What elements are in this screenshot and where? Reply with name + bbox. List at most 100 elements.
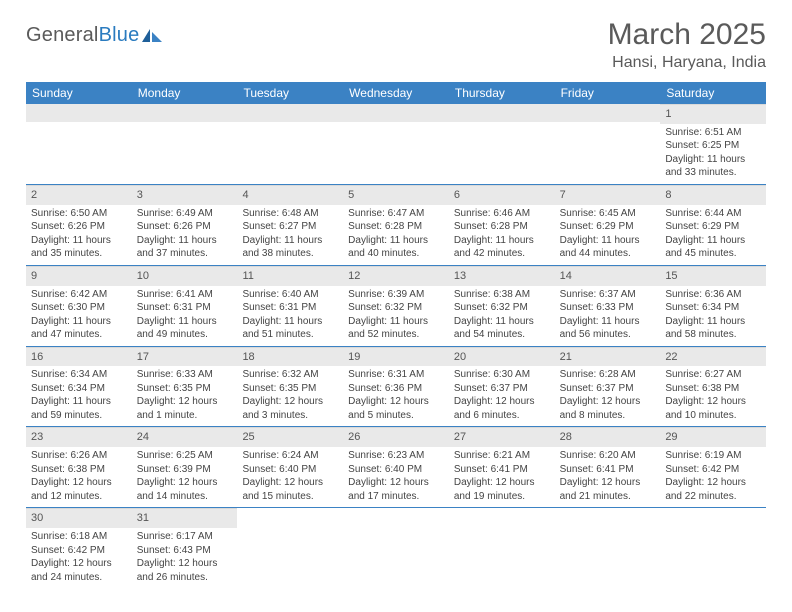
weeks-container: 1Sunrise: 6:51 AMSunset: 6:25 PMDaylight… <box>26 104 766 588</box>
sunset-text: Sunset: 6:28 PM <box>454 220 550 234</box>
day-number: 18 <box>237 347 343 367</box>
sunrise-text: Sunrise: 6:19 AM <box>665 449 761 463</box>
day-header-friday: Friday <box>555 82 661 104</box>
sunrise-text: Sunrise: 6:25 AM <box>137 449 233 463</box>
sunset-text: Sunset: 6:40 PM <box>348 463 444 477</box>
day-cell: 2Sunrise: 6:50 AMSunset: 6:26 PMDaylight… <box>26 185 132 265</box>
daylight-text-1: Daylight: 12 hours <box>137 476 233 490</box>
day-cell: 14Sunrise: 6:37 AMSunset: 6:33 PMDayligh… <box>555 266 661 346</box>
sunrise-text: Sunrise: 6:24 AM <box>242 449 338 463</box>
day-cell <box>555 104 661 184</box>
title-block: March 2025 Hansi, Haryana, India <box>608 18 766 72</box>
day-header-thursday: Thursday <box>449 82 555 104</box>
daylight-text-2: and 26 minutes. <box>137 571 233 585</box>
day-body: Sunrise: 6:39 AMSunset: 6:32 PMDaylight:… <box>343 286 449 346</box>
day-number: 27 <box>449 427 555 447</box>
daylight-text-1: Daylight: 12 hours <box>454 395 550 409</box>
daylight-text-2: and 1 minute. <box>137 409 233 423</box>
sunset-text: Sunset: 6:26 PM <box>137 220 233 234</box>
sunrise-text: Sunrise: 6:27 AM <box>665 368 761 382</box>
daylight-text-1: Daylight: 11 hours <box>560 315 656 329</box>
daylight-text-1: Daylight: 11 hours <box>560 234 656 248</box>
day-body: Sunrise: 6:24 AMSunset: 6:40 PMDaylight:… <box>237 447 343 507</box>
day-number: 19 <box>343 347 449 367</box>
day-body: Sunrise: 6:47 AMSunset: 6:28 PMDaylight:… <box>343 205 449 265</box>
sunset-text: Sunset: 6:33 PM <box>560 301 656 315</box>
sunset-text: Sunset: 6:35 PM <box>137 382 233 396</box>
daylight-text-1: Daylight: 11 hours <box>137 234 233 248</box>
day-number: 17 <box>132 347 238 367</box>
daylight-text-2: and 58 minutes. <box>665 328 761 342</box>
sunset-text: Sunset: 6:32 PM <box>454 301 550 315</box>
sunrise-text: Sunrise: 6:28 AM <box>560 368 656 382</box>
daylight-text-1: Daylight: 12 hours <box>560 395 656 409</box>
day-body <box>555 122 661 170</box>
daylight-text-2: and 52 minutes. <box>348 328 444 342</box>
sunset-text: Sunset: 6:38 PM <box>31 463 127 477</box>
page-header: GeneralBlue March 2025 Hansi, Haryana, I… <box>26 18 766 72</box>
day-cell <box>26 104 132 184</box>
day-header-tuesday: Tuesday <box>237 82 343 104</box>
daylight-text-2: and 49 minutes. <box>137 328 233 342</box>
day-body: Sunrise: 6:41 AMSunset: 6:31 PMDaylight:… <box>132 286 238 346</box>
trailing-empty-cell <box>555 508 661 588</box>
daylight-text-2: and 22 minutes. <box>665 490 761 504</box>
daylight-text-2: and 15 minutes. <box>242 490 338 504</box>
day-cell: 29Sunrise: 6:19 AMSunset: 6:42 PMDayligh… <box>660 427 766 507</box>
day-body: Sunrise: 6:21 AMSunset: 6:41 PMDaylight:… <box>449 447 555 507</box>
day-body: Sunrise: 6:38 AMSunset: 6:32 PMDaylight:… <box>449 286 555 346</box>
daylight-text-1: Daylight: 12 hours <box>31 557 127 571</box>
day-number: 10 <box>132 266 238 286</box>
day-number: 13 <box>449 266 555 286</box>
day-cell <box>237 104 343 184</box>
day-body <box>132 122 238 170</box>
day-body: Sunrise: 6:45 AMSunset: 6:29 PMDaylight:… <box>555 205 661 265</box>
daylight-text-2: and 17 minutes. <box>348 490 444 504</box>
day-number: 31 <box>132 508 238 528</box>
daylight-text-1: Daylight: 11 hours <box>665 315 761 329</box>
page-title: March 2025 <box>608 18 766 52</box>
day-body: Sunrise: 6:32 AMSunset: 6:35 PMDaylight:… <box>237 366 343 426</box>
daylight-text-1: Daylight: 12 hours <box>31 476 127 490</box>
sunrise-text: Sunrise: 6:21 AM <box>454 449 550 463</box>
day-number: 21 <box>555 347 661 367</box>
sunrise-text: Sunrise: 6:30 AM <box>454 368 550 382</box>
day-header-monday: Monday <box>132 82 238 104</box>
day-body: Sunrise: 6:48 AMSunset: 6:27 PMDaylight:… <box>237 205 343 265</box>
day-body: Sunrise: 6:36 AMSunset: 6:34 PMDaylight:… <box>660 286 766 346</box>
sunset-text: Sunset: 6:29 PM <box>665 220 761 234</box>
day-number: 2 <box>26 185 132 205</box>
day-body: Sunrise: 6:30 AMSunset: 6:37 PMDaylight:… <box>449 366 555 426</box>
sunrise-text: Sunrise: 6:51 AM <box>665 126 761 140</box>
daylight-text-2: and 14 minutes. <box>137 490 233 504</box>
sunset-text: Sunset: 6:36 PM <box>348 382 444 396</box>
daylight-text-1: Daylight: 11 hours <box>137 315 233 329</box>
day-body: Sunrise: 6:20 AMSunset: 6:41 PMDaylight:… <box>555 447 661 507</box>
day-cell: 12Sunrise: 6:39 AMSunset: 6:32 PMDayligh… <box>343 266 449 346</box>
daylight-text-1: Daylight: 11 hours <box>454 234 550 248</box>
daylight-text-1: Daylight: 11 hours <box>348 234 444 248</box>
day-number: 3 <box>132 185 238 205</box>
daylight-text-2: and 21 minutes. <box>560 490 656 504</box>
sunset-text: Sunset: 6:39 PM <box>137 463 233 477</box>
day-body: Sunrise: 6:44 AMSunset: 6:29 PMDaylight:… <box>660 205 766 265</box>
daylight-text-2: and 5 minutes. <box>348 409 444 423</box>
daylight-text-1: Daylight: 11 hours <box>454 315 550 329</box>
trailing-empty-cell <box>449 508 555 588</box>
daylight-text-2: and 45 minutes. <box>665 247 761 261</box>
day-cell: 16Sunrise: 6:34 AMSunset: 6:34 PMDayligh… <box>26 347 132 427</box>
daylight-text-2: and 40 minutes. <box>348 247 444 261</box>
day-number: 1 <box>660 104 766 124</box>
daylight-text-1: Daylight: 12 hours <box>454 476 550 490</box>
sunset-text: Sunset: 6:41 PM <box>454 463 550 477</box>
sunrise-text: Sunrise: 6:26 AM <box>31 449 127 463</box>
day-body <box>449 122 555 170</box>
day-body: Sunrise: 6:40 AMSunset: 6:31 PMDaylight:… <box>237 286 343 346</box>
day-header-sunday: Sunday <box>26 82 132 104</box>
day-cell: 19Sunrise: 6:31 AMSunset: 6:36 PMDayligh… <box>343 347 449 427</box>
sunset-text: Sunset: 6:32 PM <box>348 301 444 315</box>
daylight-text-1: Daylight: 12 hours <box>137 557 233 571</box>
day-body: Sunrise: 6:31 AMSunset: 6:36 PMDaylight:… <box>343 366 449 426</box>
empty-day-bar <box>343 104 449 122</box>
day-cell: 15Sunrise: 6:36 AMSunset: 6:34 PMDayligh… <box>660 266 766 346</box>
